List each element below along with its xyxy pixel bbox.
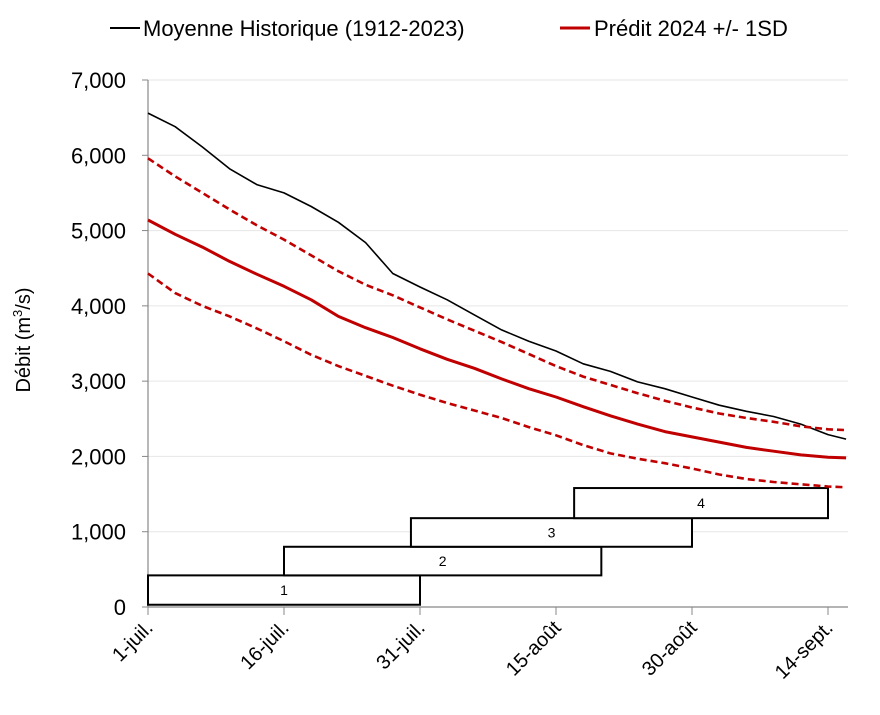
series-lines xyxy=(147,112,847,489)
y-tick-label: 1,000 xyxy=(71,520,126,545)
y-axis-label-sup: 3 xyxy=(10,310,25,317)
series-line-pr-dit-2024 xyxy=(147,218,847,460)
window-box xyxy=(409,517,693,548)
time-windows: 1 2 3 4 xyxy=(147,487,830,606)
x-tick-label: 16-juil. xyxy=(236,617,293,674)
legend-label: Prédit 2024 +/- 1SD xyxy=(594,16,788,41)
y-axis-label-main: Débit (m xyxy=(13,317,35,393)
legend-label: Moyenne Historique (1912-2023) xyxy=(143,16,465,41)
window-box xyxy=(283,545,603,577)
series-line--1sd xyxy=(147,272,847,489)
window-label: 4 xyxy=(697,495,705,511)
y-axis-label: Débit (m3/s) xyxy=(10,287,35,392)
y-tick-label: 0 xyxy=(114,595,126,620)
x-tick-label: 1-juil. xyxy=(108,617,157,666)
y-tick-label: 5,000 xyxy=(71,219,126,244)
x-tick-label: 31-juil. xyxy=(372,617,429,674)
window-box xyxy=(147,574,421,606)
x-tick-label: 14-sept. xyxy=(771,617,838,684)
series-line--1sd xyxy=(147,157,847,432)
y-axis-label-tail: /s) xyxy=(13,287,35,309)
x-tick-label: 30-août xyxy=(638,617,702,681)
y-tick-label: 2,000 xyxy=(71,444,126,469)
y-tick-label: 6,000 xyxy=(71,143,126,168)
y-tick-label: 3,000 xyxy=(71,369,126,394)
window-box xyxy=(573,487,830,520)
y-tick-label: 7,000 xyxy=(71,68,126,93)
window-label: 3 xyxy=(548,524,556,540)
y-tick-label: 4,000 xyxy=(71,294,126,319)
window-label: 1 xyxy=(280,582,288,598)
series-line-moyenne-historique-1912-2023- xyxy=(147,112,847,440)
legend: Moyenne Historique (1912-2023) Prédit 202… xyxy=(110,16,788,41)
window-label: 2 xyxy=(439,553,447,569)
gridlines xyxy=(148,79,848,533)
x-tick-label: 15-août xyxy=(502,617,566,681)
